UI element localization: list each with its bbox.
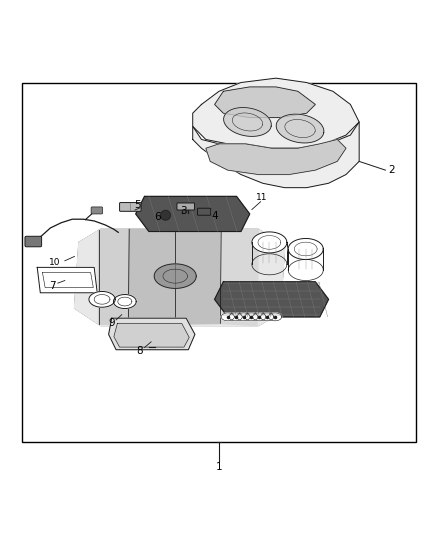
- Text: 10: 10: [49, 259, 60, 268]
- Bar: [22, 83, 416, 442]
- Polygon shape: [252, 232, 287, 253]
- Text: 4: 4: [211, 211, 218, 221]
- FancyBboxPatch shape: [198, 208, 211, 215]
- Polygon shape: [215, 87, 315, 118]
- Polygon shape: [220, 229, 258, 326]
- Polygon shape: [37, 268, 97, 293]
- Polygon shape: [237, 313, 250, 321]
- FancyBboxPatch shape: [177, 203, 194, 210]
- Polygon shape: [154, 264, 196, 288]
- Polygon shape: [128, 229, 221, 325]
- Polygon shape: [221, 313, 234, 321]
- Polygon shape: [215, 282, 328, 317]
- Polygon shape: [74, 229, 285, 326]
- Polygon shape: [288, 238, 323, 260]
- FancyBboxPatch shape: [25, 236, 42, 247]
- Text: 7: 7: [49, 281, 56, 291]
- Polygon shape: [193, 122, 359, 188]
- Polygon shape: [229, 313, 242, 321]
- Polygon shape: [114, 324, 189, 347]
- Polygon shape: [113, 295, 136, 309]
- Text: 5: 5: [134, 200, 141, 210]
- Polygon shape: [89, 292, 115, 307]
- Text: 3: 3: [180, 206, 187, 216]
- Polygon shape: [99, 229, 129, 325]
- Polygon shape: [193, 78, 359, 148]
- Polygon shape: [136, 197, 250, 231]
- Polygon shape: [206, 140, 346, 174]
- Polygon shape: [109, 318, 195, 350]
- Text: 8: 8: [136, 345, 143, 356]
- Polygon shape: [261, 313, 274, 321]
- Text: 2: 2: [389, 165, 396, 175]
- FancyBboxPatch shape: [120, 203, 141, 211]
- FancyBboxPatch shape: [91, 207, 102, 214]
- Polygon shape: [245, 313, 258, 321]
- Circle shape: [161, 211, 170, 220]
- Text: 1: 1: [215, 462, 223, 472]
- Text: 6: 6: [154, 213, 161, 222]
- Text: 11: 11: [256, 193, 268, 202]
- Text: 9: 9: [108, 318, 115, 328]
- Polygon shape: [253, 313, 266, 321]
- Polygon shape: [268, 313, 282, 321]
- Polygon shape: [74, 229, 285, 326]
- Polygon shape: [276, 114, 324, 143]
- Polygon shape: [224, 108, 271, 136]
